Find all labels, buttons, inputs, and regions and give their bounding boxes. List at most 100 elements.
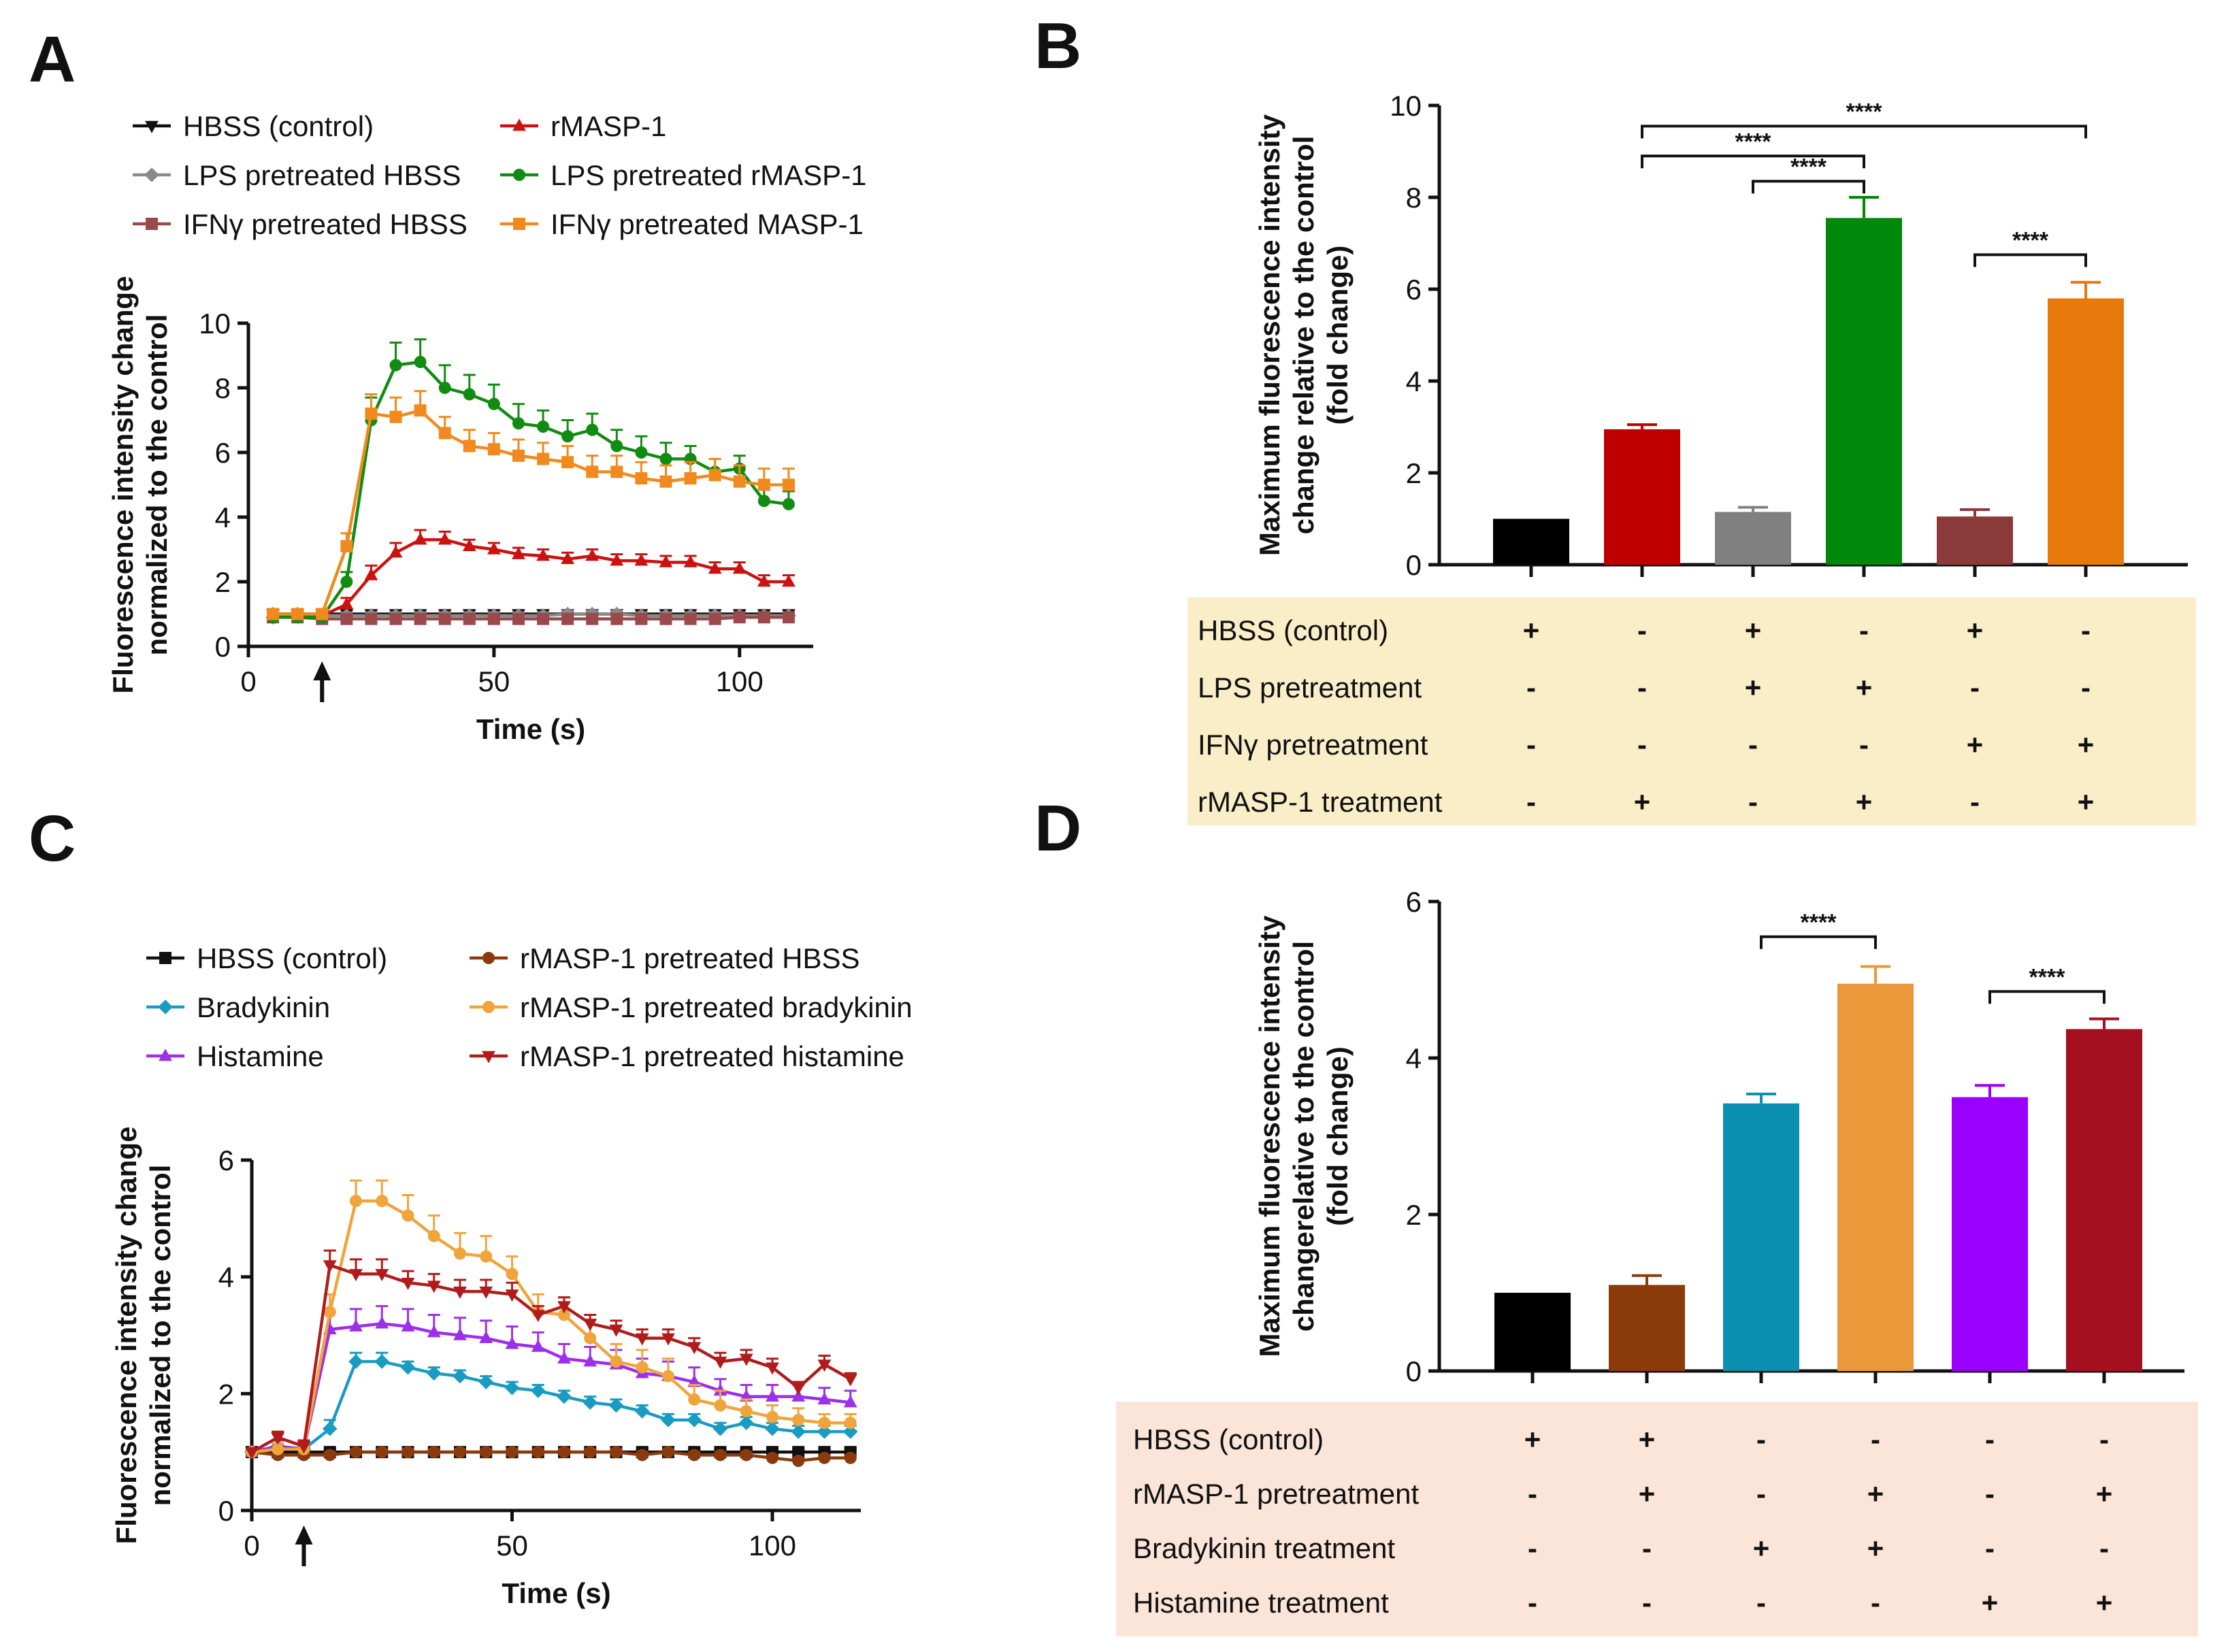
- condition-mark: -: [1756, 1587, 1766, 1619]
- panel-label-a: A: [29, 23, 76, 96]
- data-point: [512, 546, 525, 559]
- data-point: [739, 1389, 753, 1402]
- data-point: [791, 1389, 806, 1402]
- data-point: [401, 1278, 415, 1291]
- y-tick-label: 4: [218, 1261, 234, 1293]
- data-point: [636, 1361, 649, 1374]
- data-point: [608, 1398, 624, 1413]
- data-point: [323, 1306, 336, 1319]
- data-point: [376, 1446, 389, 1459]
- data-point: [487, 443, 500, 456]
- data-point: [402, 1209, 414, 1222]
- legend-marker: [513, 218, 525, 230]
- data-point: [714, 1449, 727, 1461]
- data-point: [659, 612, 672, 625]
- data-point: [557, 1389, 572, 1404]
- condition-table-background: [1116, 1402, 2198, 1636]
- data-point: [426, 1366, 442, 1381]
- condition-mark: -: [1526, 729, 1536, 761]
- bar-1: [1609, 1285, 1685, 1371]
- data-point: [478, 1374, 494, 1389]
- legend-marker: [159, 1048, 172, 1061]
- legend-marker: [158, 1000, 173, 1014]
- condition-mark: -: [1748, 729, 1758, 761]
- panel-label-d: D: [1034, 792, 1081, 865]
- legend-label: IFNγ pretreated HBSS: [183, 208, 468, 240]
- condition-mark: +: [1523, 614, 1540, 646]
- data-point: [610, 440, 623, 452]
- data-point: [531, 1446, 544, 1459]
- data-point: [843, 1374, 857, 1387]
- data-point: [349, 1195, 362, 1208]
- data-point: [610, 553, 624, 566]
- data-point: [375, 1316, 389, 1329]
- condition-mark: +: [1856, 786, 1873, 818]
- data-point: [389, 612, 402, 625]
- data-point: [340, 576, 353, 588]
- data-point: [844, 1417, 857, 1430]
- chart-d-bar-chart: 0 2 4 6 Maximum fluorescence intensity change…: [1116, 886, 2198, 1636]
- y-axis-title: Fluorescence intensity change: [110, 1127, 142, 1544]
- significance-label: ****: [1735, 129, 1772, 154]
- y-tick-label: 6: [218, 1144, 234, 1176]
- condition-row-label: HBSS (control): [1198, 614, 1388, 646]
- y-tick-label: 4: [215, 501, 231, 533]
- series-line: [273, 616, 789, 621]
- data-point: [609, 1324, 623, 1337]
- data-point: [323, 1260, 337, 1273]
- series-line: [251, 1322, 851, 1454]
- condition-mark: +: [1967, 614, 1984, 646]
- data-point: [635, 472, 648, 484]
- data-point: [389, 545, 403, 558]
- data-point: [659, 452, 672, 465]
- x-axis-title: Time (s): [476, 713, 585, 745]
- data-point: [374, 1354, 390, 1369]
- legend-label: rMASP-1 pretreated HBSS: [520, 942, 860, 974]
- significance-bracket: [1641, 125, 2087, 139]
- condition-mark: -: [1526, 786, 1536, 818]
- x-tick-label: 50: [478, 665, 510, 697]
- condition-row-label: rMASP-1 treatment: [1198, 786, 1443, 818]
- data-point: [636, 1449, 649, 1461]
- data-point: [504, 1380, 520, 1395]
- bar-2: [1715, 512, 1791, 565]
- data-point: [364, 567, 378, 580]
- data-point: [487, 542, 501, 555]
- data-point: [688, 1393, 701, 1406]
- data-point: [561, 551, 575, 564]
- data-point: [557, 1301, 571, 1314]
- data-point: [818, 1417, 831, 1430]
- series-3: [246, 1446, 857, 1468]
- significance-label: ****: [2029, 964, 2066, 990]
- bar-3: [1837, 983, 1914, 1371]
- y-axis-title: (fold change): [1322, 1046, 1354, 1226]
- bar-5: [2048, 298, 2124, 565]
- series-4: [246, 1179, 857, 1459]
- chart-c-line-chart: 0 2 4 6 0 50 100 Time (s) Fluorescence intensity…: [110, 942, 913, 1609]
- panel-label-c: C: [29, 802, 76, 875]
- data-point: [765, 1421, 780, 1436]
- data-point: [480, 1250, 493, 1263]
- data-point: [365, 408, 378, 420]
- condition-mark: -: [1528, 1532, 1537, 1564]
- y-axis-title: normalized to the control: [144, 1165, 176, 1506]
- condition-row-label: Bradykinin treatment: [1133, 1532, 1396, 1564]
- data-point: [506, 1446, 519, 1459]
- condition-mark: +: [2096, 1478, 2113, 1510]
- data-point: [537, 420, 550, 433]
- significance-label: ****: [1846, 99, 1883, 125]
- data-point: [738, 1415, 754, 1431]
- data-point: [740, 1405, 753, 1418]
- data-point: [757, 478, 770, 491]
- y-axis-title: change relative to the control: [1288, 136, 1320, 535]
- data-point: [427, 1446, 440, 1459]
- condition-mark: -: [1526, 672, 1536, 704]
- condition-mark: -: [1970, 672, 1980, 704]
- data-point: [438, 382, 451, 394]
- data-point: [817, 1424, 832, 1439]
- series-line: [251, 1359, 851, 1454]
- data-point: [740, 1449, 753, 1461]
- data-point: [635, 612, 648, 625]
- condition-mark: -: [1642, 1532, 1652, 1564]
- condition-mark: +: [1967, 729, 1984, 761]
